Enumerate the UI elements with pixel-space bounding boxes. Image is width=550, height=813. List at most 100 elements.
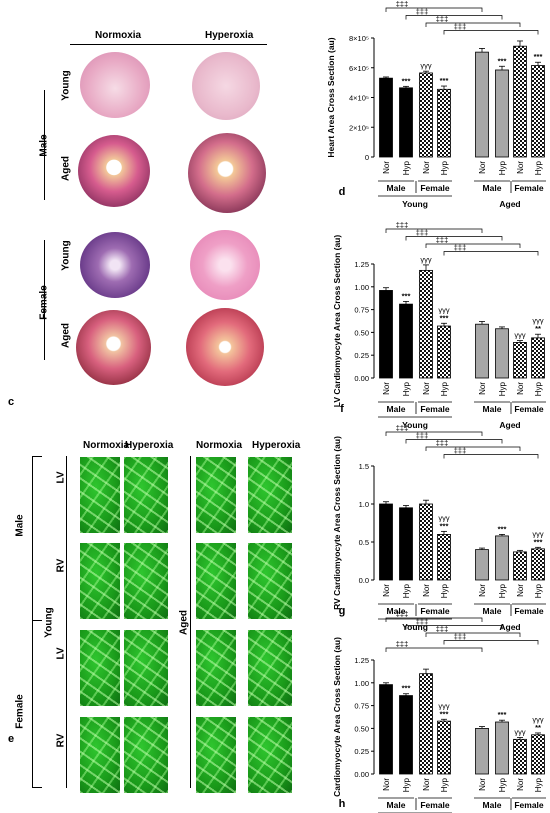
comparison-bracket xyxy=(443,640,539,645)
bracket-label: ‡‡‡ xyxy=(396,221,409,230)
x-tick-label: Hyp xyxy=(534,777,543,792)
significance-label: *** xyxy=(440,76,449,85)
fluorescence-male-lv-young-hyperoxia xyxy=(124,457,168,533)
bar-hyp-1 xyxy=(399,87,413,158)
x-tick-label: Hyp xyxy=(498,777,507,792)
bar-nor-2 xyxy=(419,503,433,581)
bracket-label: ‡‡‡ xyxy=(454,22,467,31)
fluorescence-male-rv-young-normoxia xyxy=(80,543,120,619)
sex-group-label: Male xyxy=(387,404,406,414)
x-tick-label: Nor xyxy=(478,778,487,791)
section-aged-male-normoxia xyxy=(78,135,150,207)
x-tick-label: Nor xyxy=(516,778,525,791)
fluorescence-male-rv-aged-hyperoxia xyxy=(248,543,292,619)
fluorescence-female-rv-young-normoxia xyxy=(80,717,120,793)
fluorescence-female-lv-aged-hyperoxia xyxy=(248,630,292,706)
bar-hyp-1 xyxy=(399,695,413,775)
significance-label: *** xyxy=(498,524,507,533)
y-tick-label: 1.5 xyxy=(359,462,369,471)
y-tick-label: 4×10⁵ xyxy=(349,94,369,103)
y-tick-label: 1.25 xyxy=(354,656,369,665)
x-tick-label: Nor xyxy=(478,161,487,174)
x-tick-label: Hyp xyxy=(498,381,507,396)
bracket-label: ‡‡‡ xyxy=(454,632,467,641)
panel-letter-e: e xyxy=(8,733,15,745)
significance-label: γγγ xyxy=(514,728,526,737)
significance-label: γγγ xyxy=(532,316,544,325)
fluorescence-female-lv-aged-normoxia xyxy=(196,630,236,706)
bar-hyp-5 xyxy=(495,328,509,379)
significance-label: γγγ xyxy=(438,305,450,314)
significance-label: ** xyxy=(535,723,541,732)
x-tick-label: Hyp xyxy=(440,160,449,175)
significance-label: *** xyxy=(440,709,449,718)
comparison-bracket xyxy=(405,625,503,630)
age-group-label: Aged xyxy=(499,420,520,430)
bracket-label: ‡‡‡ xyxy=(436,15,449,24)
y-axis-label: Cardiomyocyte Area Cross Section (au) xyxy=(332,637,342,797)
age-label-young-male: Young xyxy=(60,70,72,101)
bar-hyp-5 xyxy=(495,69,509,158)
age-label-young-e: Young xyxy=(43,607,55,638)
col-header-hyperoxia-young: Hyperoxia xyxy=(125,440,174,451)
comparison-bracket xyxy=(443,454,539,459)
y-tick-label: 0.25 xyxy=(354,747,369,756)
bar-nor-4 xyxy=(475,728,489,775)
fluorescence-male-lv-young-normoxia xyxy=(80,457,120,533)
chamber-label-lv-female: LV xyxy=(55,647,67,660)
bracket-label: ‡‡‡ xyxy=(416,228,429,237)
bar-hyp-3 xyxy=(437,720,451,775)
x-tick-label: Nor xyxy=(516,584,525,597)
chamber-label-rv-male: RV xyxy=(55,558,67,573)
bar-hyp-7 xyxy=(531,734,545,775)
x-tick-label: Hyp xyxy=(402,160,411,175)
section-aged-female-hyperoxia xyxy=(186,308,264,386)
x-tick-label: Hyp xyxy=(534,381,543,396)
x-tick-label: Nor xyxy=(422,161,431,174)
bar-hyp-7 xyxy=(531,337,545,379)
bar-nor-4 xyxy=(475,549,489,581)
bracket-label: ‡‡‡ xyxy=(436,236,449,245)
col-header-normoxia: Normoxia xyxy=(95,30,142,41)
chamber-label-rv-female: RV xyxy=(55,733,67,748)
x-tick-label: Hyp xyxy=(440,777,449,792)
chart-g-rv-cardiomyocyte-area: 0.0 0.5 1.0 1.5 RV Cardiomyocyte Area Cross … xyxy=(332,424,546,632)
x-tick-label: Nor xyxy=(478,382,487,395)
bracket-label: ‡‡‡ xyxy=(416,7,429,16)
chart-h-cardiomyocyte-area: 0.00 0.25 0.50 0.75 1.00 1.25 Cardiomyocyte Ar… xyxy=(332,610,546,813)
col-header-normoxia-young: Normoxia xyxy=(83,440,130,451)
sex-group-label: Female xyxy=(514,606,544,616)
significance-label: *** xyxy=(498,710,507,719)
bar-nor-6 xyxy=(513,551,527,581)
significance-label: *** xyxy=(402,291,411,300)
significance-label: *** xyxy=(440,521,449,530)
x-tick-label: Nor xyxy=(382,161,391,174)
y-axis-label: Heart Area Cross Section (au) xyxy=(326,37,336,157)
panel-letter-c: c xyxy=(8,396,15,408)
fluorescence-male-rv-aged-normoxia xyxy=(196,543,236,619)
bar-hyp-7 xyxy=(531,65,545,158)
y-axis-label: RV Cardiomyocyte Area Cross Section (au) xyxy=(332,436,342,610)
comparison-bracket xyxy=(385,647,483,652)
x-tick-label: Nor xyxy=(478,584,487,597)
y-tick-label: 6×10⁵ xyxy=(349,64,369,73)
comparison-bracket xyxy=(425,243,521,248)
section-young-female-normoxia xyxy=(80,232,150,298)
significance-label: ** xyxy=(535,324,541,333)
age-label-aged-male: Aged xyxy=(60,156,72,181)
significance-label: γγγ xyxy=(438,701,450,710)
fluorescence-female-lv-young-hyperoxia xyxy=(124,630,168,706)
bar-nor-0 xyxy=(379,290,393,379)
age-label-aged-e: Aged xyxy=(178,610,190,635)
significance-label: *** xyxy=(402,76,411,85)
bar-nor-4 xyxy=(475,51,489,158)
age-group-label: Young xyxy=(402,622,428,632)
x-tick-label: Hyp xyxy=(402,777,411,792)
age-group-label: Aged xyxy=(499,622,520,632)
sex-group-label: Male xyxy=(483,800,502,810)
significance-label: *** xyxy=(498,56,507,65)
y-tick-label: 0.5 xyxy=(359,538,369,547)
fluorescence-male-lv-aged-hyperoxia xyxy=(248,457,292,533)
col-header-normoxia-aged: Normoxia xyxy=(196,440,243,451)
significance-label: *** xyxy=(440,313,449,322)
